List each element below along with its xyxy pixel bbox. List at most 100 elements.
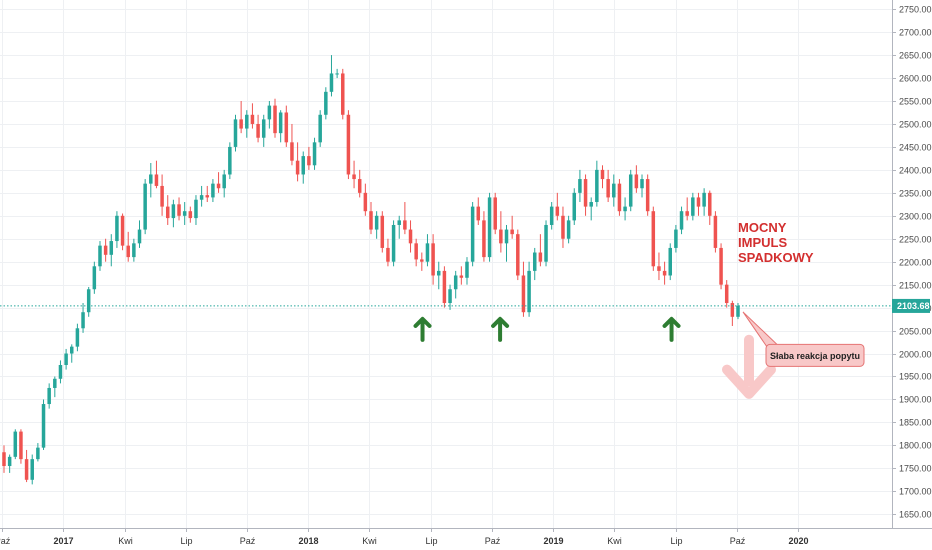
candle: [352, 160, 356, 189]
candle: [346, 110, 351, 180]
candle-body: [273, 105, 277, 134]
candle-body: [487, 197, 492, 258]
candle: [651, 206, 656, 271]
y-axis[interactable]: 1650.00 1700.00 1750.00 1800.00 1850.00 1900.…: [892, 5, 932, 520]
candle: [199, 185, 204, 207]
candle: [657, 252, 661, 281]
candle: [719, 243, 723, 290]
candle: [504, 224, 509, 262]
candle-body: [137, 229, 142, 244]
candle: [397, 215, 401, 239]
candle: [578, 169, 582, 203]
x-tick-label: 2017: [53, 536, 73, 546]
candle: [301, 151, 305, 184]
candle-body: [64, 353, 68, 366]
candle: [261, 114, 266, 147]
candle-body: [397, 220, 401, 225]
candle: [245, 110, 249, 138]
candle: [583, 174, 588, 216]
candle: [606, 169, 610, 203]
y-tick-label: 2400.00: [899, 166, 932, 176]
candle-body: [589, 202, 593, 207]
candle-body: [668, 247, 672, 276]
candle-body: [171, 204, 176, 219]
candle: [391, 220, 396, 267]
support-arrow-head: [413, 316, 432, 328]
candle-body: [41, 404, 46, 448]
callout-bubble: Słaba reakcja popytu: [742, 311, 865, 367]
candle-body: [346, 114, 351, 175]
y-tick-label: 2000.00: [899, 350, 932, 360]
candle-body: [730, 303, 735, 317]
candle: [177, 197, 181, 221]
candle-body: [453, 275, 458, 290]
candle-body: [307, 156, 311, 166]
candle-body: [205, 195, 210, 198]
x-tick-label: Kwi: [118, 536, 133, 546]
impulse-annotation-line: IMPULS: [738, 235, 787, 250]
candle-body: [261, 119, 266, 138]
candle: [81, 303, 85, 333]
support-arrow-head: [662, 316, 681, 328]
candle-body: [679, 211, 684, 230]
candle: [538, 234, 543, 267]
candlestick-series: [2, 55, 740, 485]
candle: [640, 174, 644, 198]
candle: [86, 286, 91, 317]
candle: [453, 270, 458, 299]
y-tick-label: 2500.00: [899, 120, 932, 130]
candle: [724, 280, 729, 308]
candle: [250, 103, 255, 129]
candle-body: [380, 215, 385, 248]
candle: [708, 190, 712, 225]
candle: [143, 179, 147, 235]
candle: [668, 243, 672, 281]
x-axis[interactable]: Paź 2017 Kwi Lip Paź 2018 Kwi Lip Paź 2019 Kwi Lip P…: [0, 528, 809, 546]
candle-body: [357, 179, 362, 193]
candle-body: [470, 206, 475, 262]
candle-body: [448, 289, 452, 304]
x-tick-label: 2018: [298, 536, 318, 546]
candle-body: [335, 73, 339, 75]
x-tick-label: Paź: [730, 536, 746, 546]
candle-body: [657, 266, 661, 271]
candle: [414, 238, 418, 267]
candle: [685, 197, 689, 221]
support-arrow-icon: [491, 316, 510, 342]
support-arrow-icon: [662, 316, 681, 342]
x-tick-label: Kwi: [607, 536, 622, 546]
candle-body: [628, 174, 633, 207]
y-tick-label: 2750.00: [899, 5, 932, 15]
candle: [307, 146, 311, 170]
candle-body: [199, 195, 204, 200]
candle-body: [691, 197, 695, 216]
candle-body: [414, 243, 418, 260]
candle-body: [329, 73, 334, 92]
candle: [645, 174, 650, 216]
candle: [403, 202, 407, 235]
candle: [527, 261, 531, 317]
x-tick-label: Paź: [485, 536, 501, 546]
candle-body: [318, 114, 322, 143]
y-tick-label: 1850.00: [899, 418, 932, 428]
candle-body: [623, 206, 627, 212]
candle-body: [47, 387, 51, 405]
candle-body: [278, 112, 283, 134]
candle-body: [154, 174, 159, 186]
candle: [205, 185, 210, 203]
candle: [572, 188, 577, 225]
x-tick-label: Lip: [180, 536, 192, 546]
candle: [154, 160, 159, 189]
candle: [431, 234, 435, 285]
candle-body: [120, 215, 125, 246]
candle-body: [437, 270, 441, 276]
candle: [595, 160, 599, 207]
candle-body: [696, 197, 701, 207]
y-tick-label: 2150.00: [899, 281, 932, 291]
candle-body: [595, 169, 599, 203]
candle: [36, 443, 40, 462]
candle-body: [617, 183, 622, 212]
candle: [617, 179, 622, 216]
current-price-tag: 2103.68: [892, 298, 930, 313]
